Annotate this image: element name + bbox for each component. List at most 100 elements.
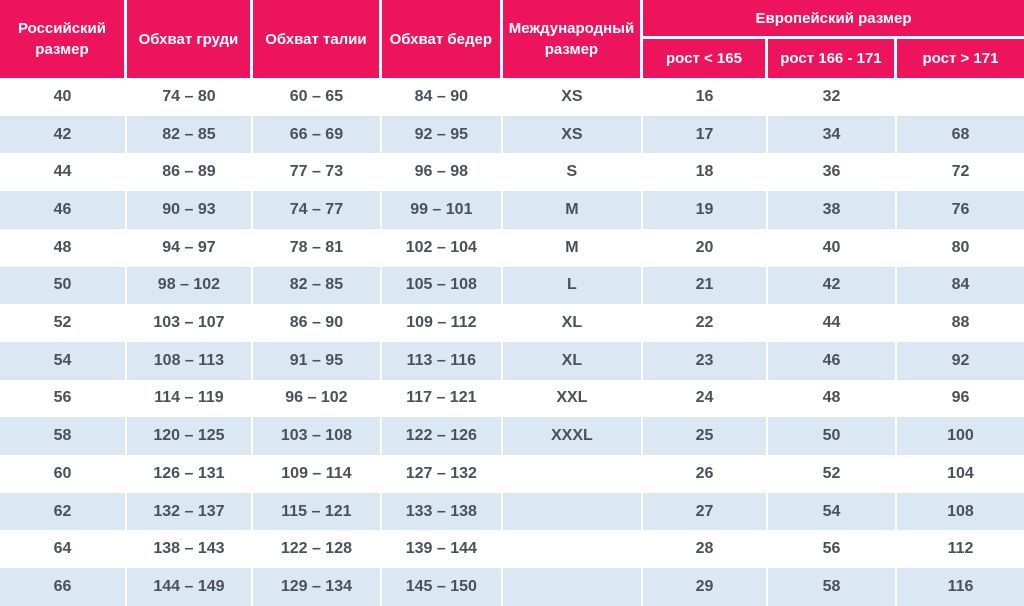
cell: 145 – 150 — [381, 568, 503, 606]
cell: 46 — [767, 341, 897, 380]
cell: 40 — [767, 228, 897, 267]
table-row: 48 94 – 97 78 – 81 102 – 104 M 20 40 80 — [0, 228, 1024, 267]
cell: 127 – 132 — [381, 455, 503, 493]
cell: 32 — [767, 78, 897, 116]
cell: 78 – 81 — [252, 228, 382, 267]
cell: 42 — [0, 115, 127, 154]
cell: 48 — [0, 228, 127, 267]
cell: 22 — [643, 304, 768, 342]
cell: 100 — [896, 417, 1024, 456]
cell: 21 — [643, 266, 768, 305]
cell: 98 – 102 — [126, 266, 253, 305]
table-row: 56 114 – 119 96 – 102 117 – 121 XXL 24 48 96 — [0, 379, 1024, 418]
cell — [896, 78, 1024, 116]
cell: 103 – 107 — [126, 304, 253, 342]
cell: 139 – 144 — [381, 530, 503, 569]
table-row: 54 108 – 113 91 – 95 113 – 116 XL 23 46 92 — [0, 341, 1024, 380]
cell: 50 — [767, 417, 897, 456]
cell: 133 – 138 — [381, 492, 503, 531]
cell: 74 – 80 — [126, 78, 253, 116]
cell: 122 – 128 — [252, 530, 382, 569]
col-header-height-gt-171: рост > 171 — [896, 39, 1024, 78]
cell: 80 — [896, 228, 1024, 267]
cell: 86 – 90 — [252, 304, 382, 342]
cell: 86 – 89 — [126, 153, 253, 192]
cell: 96 — [896, 379, 1024, 418]
col-header-waist: Обхват талии — [252, 0, 382, 78]
header-row-sub: рост < 165 рост 166 - 171 рост > 171 — [0, 39, 1024, 78]
cell: S — [502, 153, 644, 192]
cell: 120 – 125 — [126, 417, 253, 456]
cell: 56 — [767, 530, 897, 569]
col-header-hips: Обхват бедер — [381, 0, 503, 78]
cell: 44 — [0, 153, 127, 192]
cell: 92 – 95 — [381, 115, 503, 154]
cell: 68 — [896, 115, 1024, 154]
cell: 17 — [643, 115, 768, 154]
cell: XS — [502, 78, 644, 116]
cell: 64 — [0, 530, 127, 569]
cell: 122 – 126 — [381, 417, 503, 456]
cell: 60 – 65 — [252, 78, 382, 116]
cell: 28 — [643, 530, 768, 569]
cell: 34 — [767, 115, 897, 154]
cell: 99 – 101 — [381, 191, 503, 229]
table-row: 62 132 – 137 115 – 121 133 – 138 27 54 108 — [0, 492, 1024, 531]
cell: 50 — [0, 266, 127, 305]
table-row: 52 103 – 107 86 – 90 109 – 112 XL 22 44 88 — [0, 304, 1024, 342]
cell: 94 – 97 — [126, 228, 253, 267]
cell: 116 — [896, 568, 1024, 606]
cell: 96 – 102 — [252, 379, 382, 418]
cell: 105 – 108 — [381, 266, 503, 305]
col-header-russian-size: Российский размер — [0, 0, 127, 78]
cell: 58 — [0, 417, 127, 456]
cell: 48 — [767, 379, 897, 418]
cell: XL — [502, 341, 644, 380]
cell: 126 – 131 — [126, 455, 253, 493]
cell: 54 — [767, 492, 897, 531]
cell: 52 — [0, 304, 127, 342]
cell — [502, 568, 644, 606]
cell: XS — [502, 115, 644, 154]
cell: 112 — [896, 530, 1024, 569]
cell: 23 — [643, 341, 768, 380]
cell: 36 — [767, 153, 897, 192]
col-header-european-size: Европейский размер — [643, 0, 1024, 39]
table-row: 60 126 – 131 109 – 114 127 – 132 26 52 104 — [0, 455, 1024, 493]
cell: XXL — [502, 379, 644, 418]
cell: 24 — [643, 379, 768, 418]
cell: 108 — [896, 492, 1024, 531]
cell: 117 – 121 — [381, 379, 503, 418]
cell: 52 — [767, 455, 897, 493]
cell: 42 — [767, 266, 897, 305]
cell: 27 — [643, 492, 768, 531]
table-row: 64 138 – 143 122 – 128 139 – 144 28 56 112 — [0, 530, 1024, 569]
cell: 29 — [643, 568, 768, 606]
cell: 84 — [896, 266, 1024, 305]
cell: 104 — [896, 455, 1024, 493]
cell: 88 — [896, 304, 1024, 342]
cell: 74 – 77 — [252, 191, 382, 229]
cell: 19 — [643, 191, 768, 229]
cell: 92 — [896, 341, 1024, 380]
cell: 72 — [896, 153, 1024, 192]
cell: 108 – 113 — [126, 341, 253, 380]
col-header-chest: Обхват груди — [126, 0, 253, 78]
cell: 144 – 149 — [126, 568, 253, 606]
cell: 102 – 104 — [381, 228, 503, 267]
table-row: 44 86 – 89 77 – 73 96 – 98 S 18 36 72 — [0, 153, 1024, 192]
cell: 60 — [0, 455, 127, 493]
cell: 44 — [767, 304, 897, 342]
cell: M — [502, 191, 644, 229]
cell: 84 – 90 — [381, 78, 503, 116]
cell: 129 – 134 — [252, 568, 382, 606]
table-body: 40 74 – 80 60 – 65 84 – 90 XS 16 32 42 82 – 85 66… — [0, 78, 1024, 606]
col-header-height-166-171: рост 166 - 171 — [767, 39, 897, 78]
cell: 82 – 85 — [252, 266, 382, 305]
table-row: 66 144 – 149 129 – 134 145 – 150 29 58 116 — [0, 568, 1024, 606]
cell: 109 – 114 — [252, 455, 382, 493]
col-header-international-size: Международный размер — [502, 0, 644, 78]
cell: 114 – 119 — [126, 379, 253, 418]
header-row-top: Российский размер Обхват груди Обхват та… — [0, 0, 1024, 78]
